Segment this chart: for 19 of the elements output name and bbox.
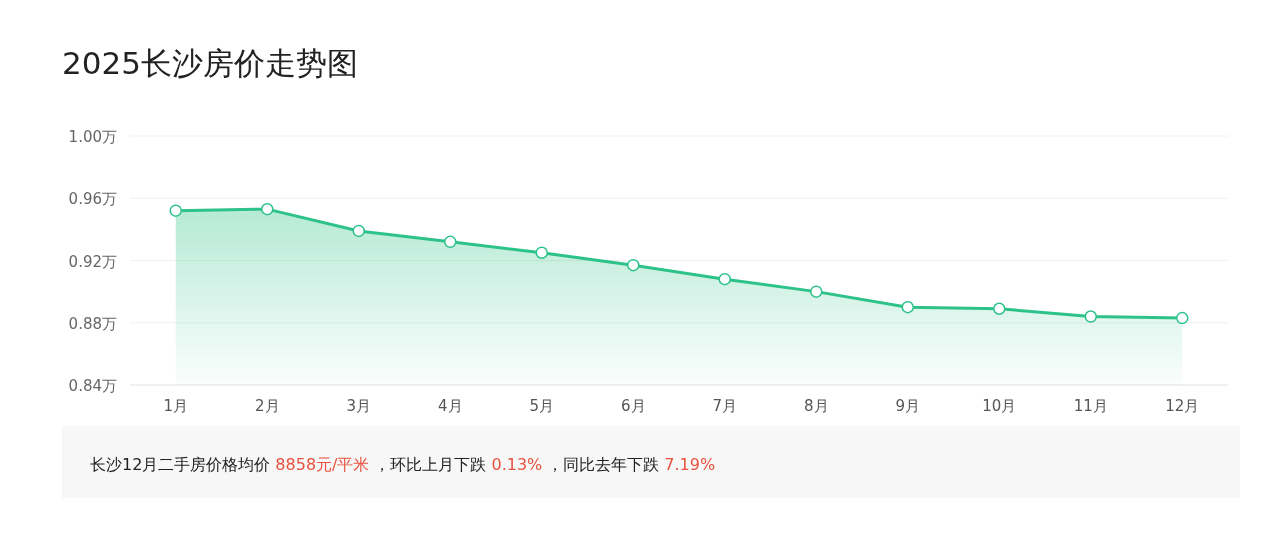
annotation: 长沙12月二手房价格均价 8858元/平米 ，环比上月下跌 0.13% ，同比去年下跌 7.19% <box>90 455 716 474</box>
title: 2025长沙房价走势图 <box>62 45 358 81</box>
y-tick-label: 0.96万 <box>68 190 117 209</box>
x-tick-label: 2月 <box>254 397 280 415</box>
x-tick-label: 3月 <box>346 397 372 415</box>
y-tick-label: 0.92万 <box>68 252 117 271</box>
x-tick-label: 12月 <box>1165 397 1200 415</box>
x-tick-label: 5月 <box>529 397 555 415</box>
x-tick-label: 11月 <box>1073 397 1108 415</box>
y-tick-label: 0.88万 <box>68 314 117 333</box>
x-tick-label: 7月 <box>712 397 738 415</box>
y-tick-label: 0.84万 <box>68 377 117 395</box>
y-tick-label: 1.00万 <box>68 128 117 146</box>
x-tick-label: 9月 <box>895 397 921 415</box>
x-tick-label: 1月 <box>163 397 189 415</box>
x-tick-label: 8月 <box>803 397 829 415</box>
x-tick-label: 4月 <box>437 397 463 415</box>
x-tick-label: 6月 <box>620 397 646 415</box>
x-tick-label: 10月 <box>982 397 1017 415</box>
